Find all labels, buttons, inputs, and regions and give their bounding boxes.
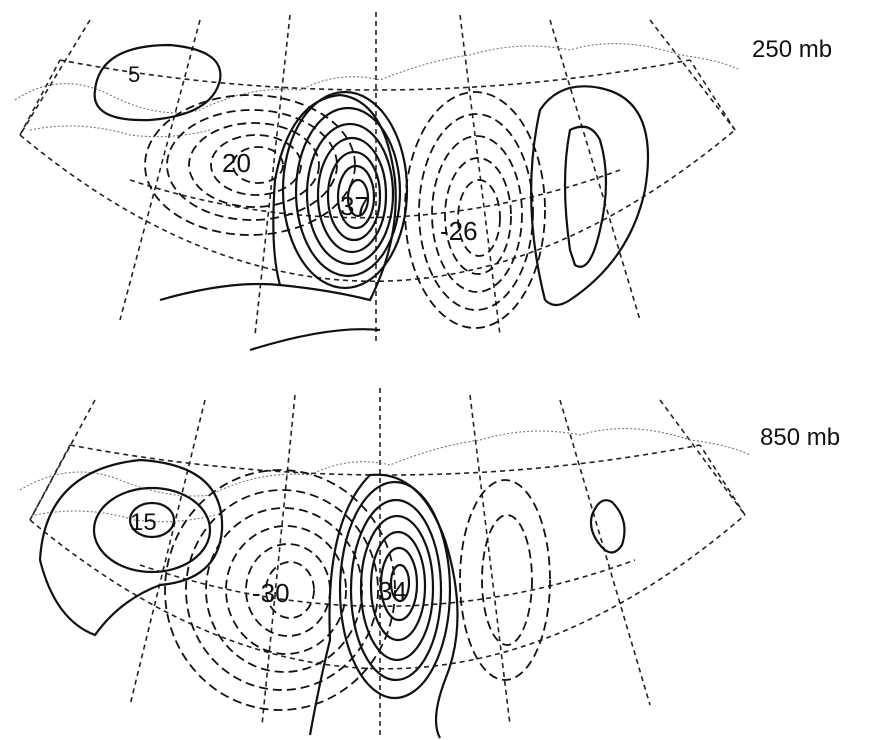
value-label-5: 5 — [128, 62, 140, 87]
positive-contours-left-top — [93, 43, 222, 122]
map-grid-bottom — [29, 388, 746, 735]
level-label-250mb: 250 mb — [752, 36, 833, 63]
negative-contours-right-bottom — [459, 479, 551, 681]
coastline-top-2 — [29, 125, 211, 138]
value-label-34: 34 — [378, 576, 407, 606]
panel-250mb: 20 37 -26 5 — [14, 12, 741, 352]
positive-contours-37 — [159, 90, 409, 352]
coastline-bottom-2 — [34, 510, 216, 523]
value-label-15: 15 — [130, 509, 157, 536]
map-grid-top — [19, 12, 736, 345]
coastline-top — [14, 43, 741, 114]
positive-contours-right-bottom — [589, 499, 626, 554]
level-label-850mb: 850 mb — [760, 424, 841, 451]
positive-contours-right-top — [530, 85, 650, 307]
value-label-20: 20 — [222, 148, 251, 178]
negative-contours-26 — [404, 91, 546, 329]
value-label-37: 37 — [340, 191, 369, 221]
positive-contours-34 — [308, 473, 459, 739]
positive-contours-15 — [38, 458, 224, 637]
value-label-26: -26 — [440, 216, 478, 246]
value-label-30: -30 — [252, 578, 290, 608]
panel-850mb: 15 -30 34 — [19, 388, 751, 739]
